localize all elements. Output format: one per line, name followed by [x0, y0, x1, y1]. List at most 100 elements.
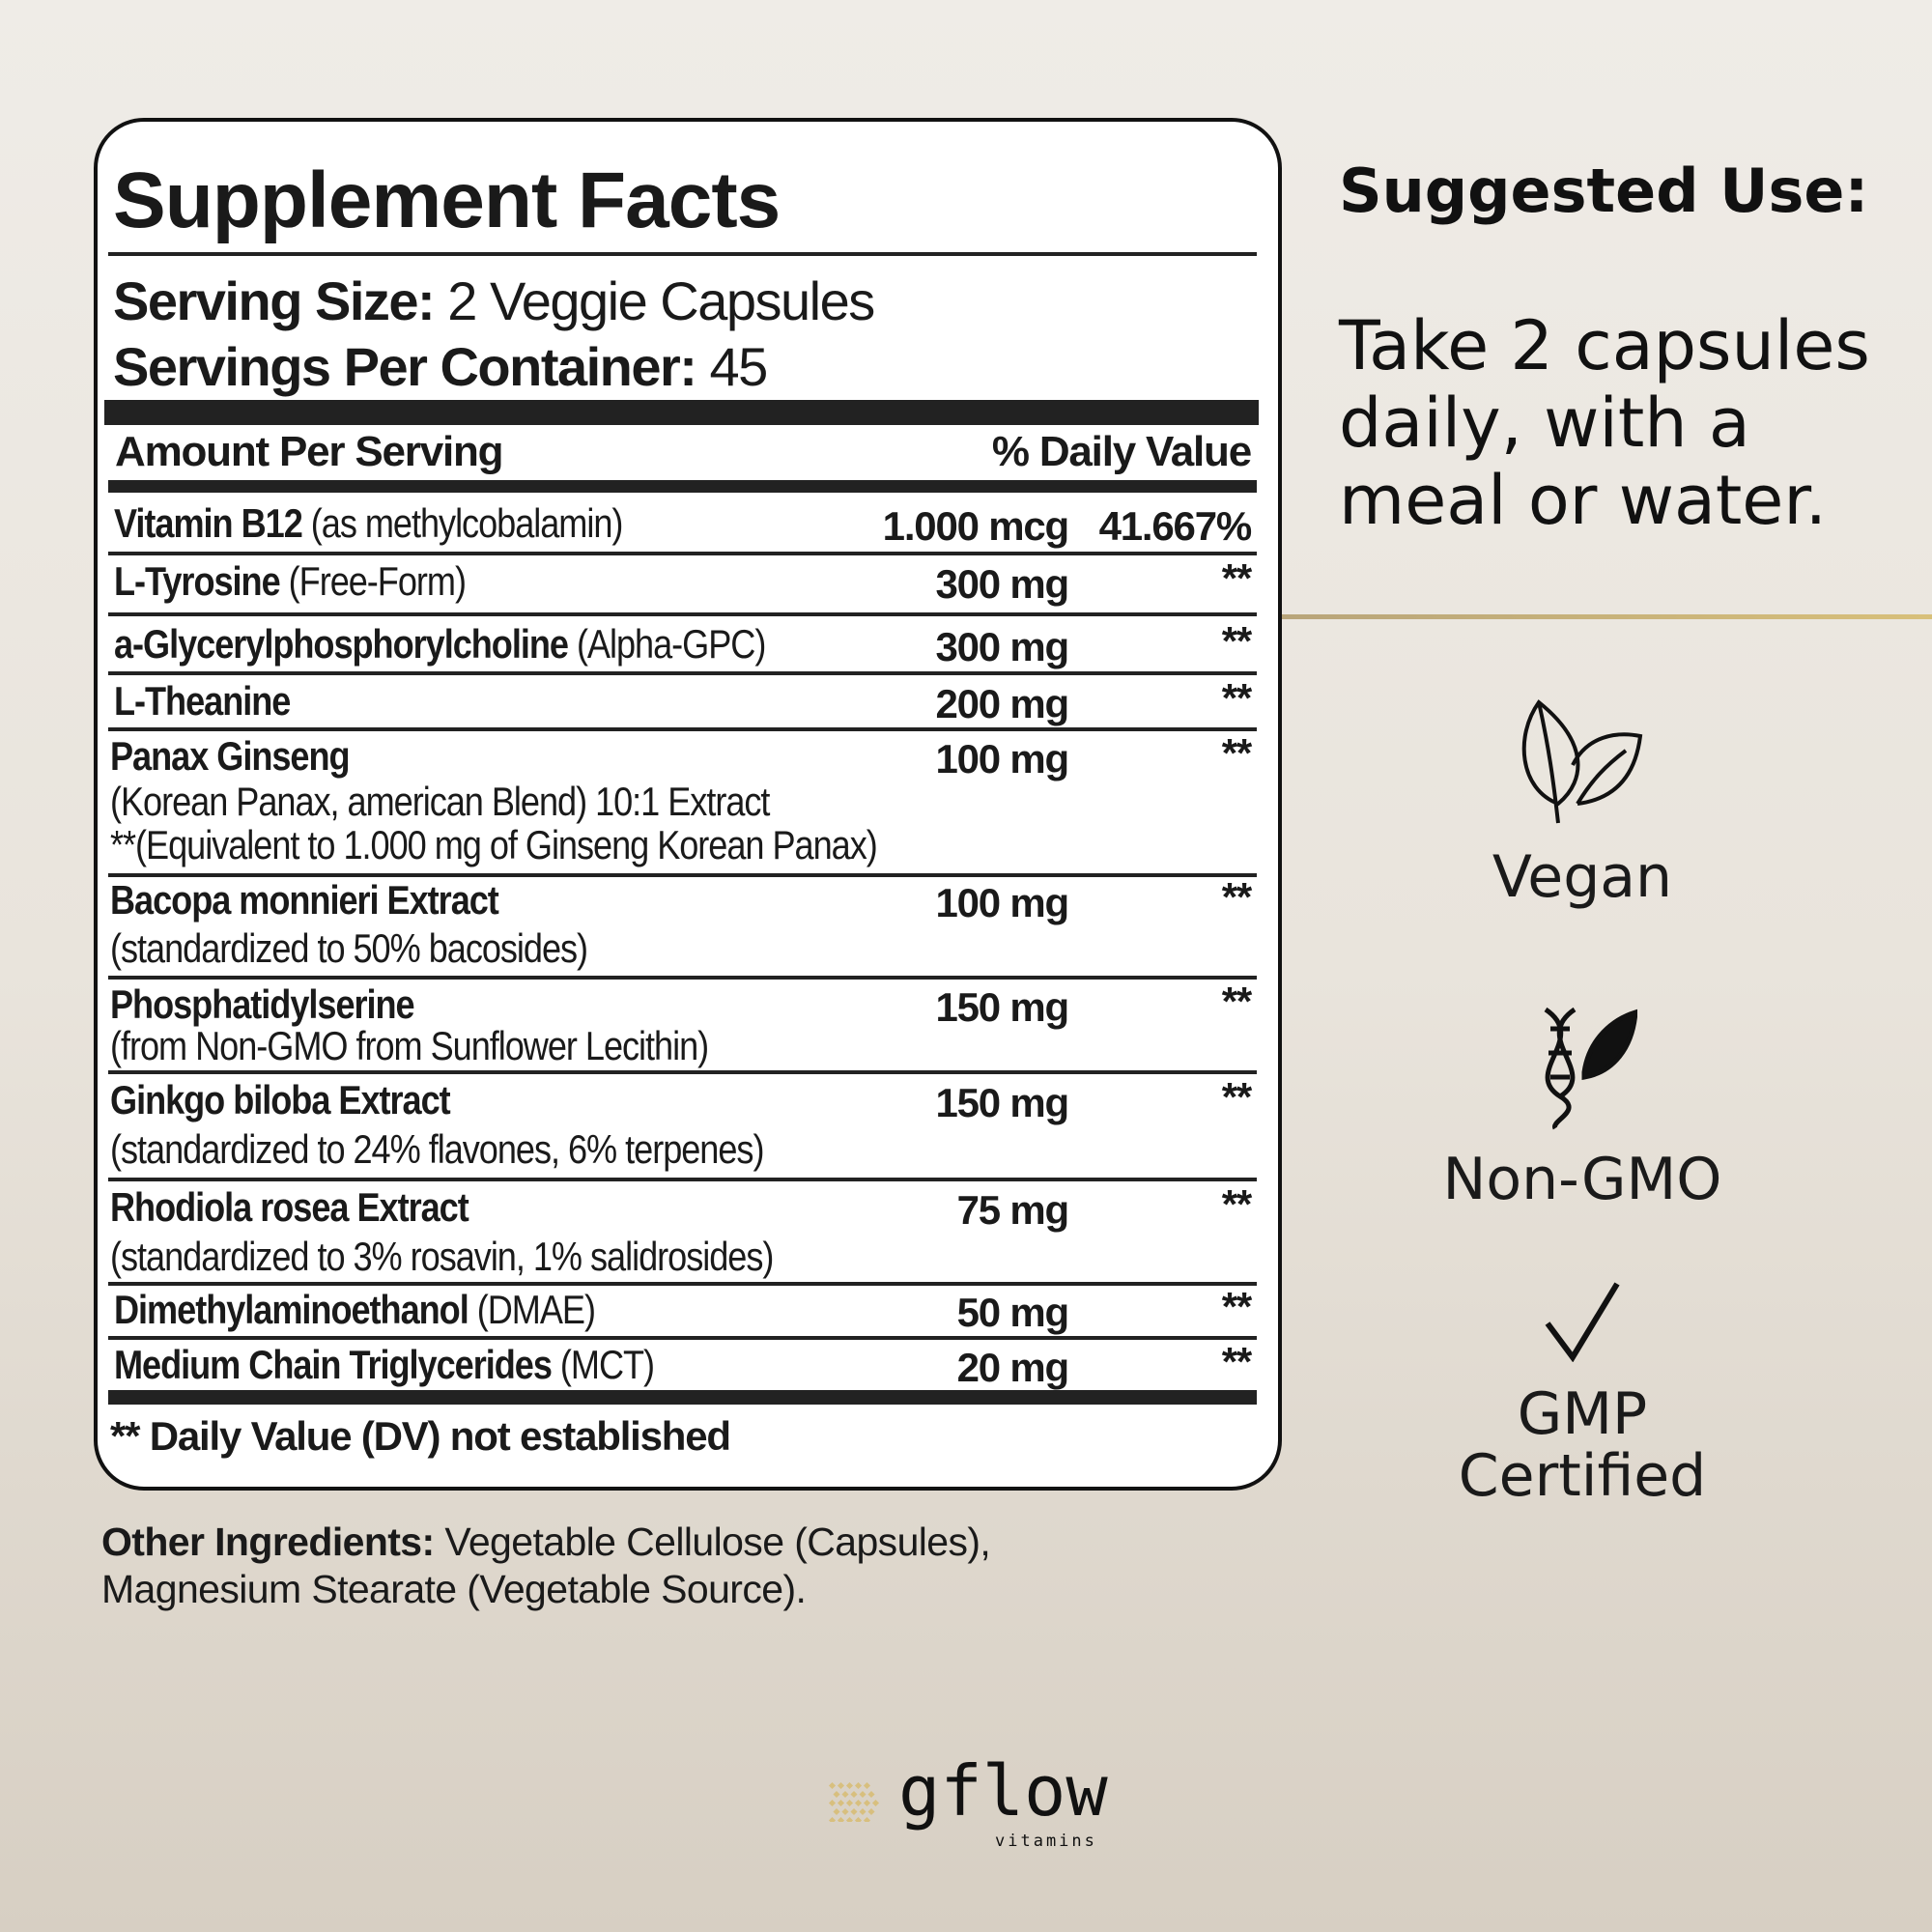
brand-arrow-icon — [828, 1781, 880, 1822]
ingredient-dv: ** — [1221, 979, 1253, 1024]
serving-size-label: Serving Size: — [113, 270, 436, 331]
ingredient-detail: (as methylcobalamin) — [310, 500, 624, 546]
brand-dot — [867, 1790, 875, 1799]
brand-dot — [850, 1807, 858, 1816]
ingredient-name: Rhodiola rosea Extract — [110, 1184, 469, 1230]
dna-leaf-icon — [1544, 1007, 1637, 1130]
divider — [108, 480, 1257, 493]
ingredient-amount: 50 mg — [956, 1290, 1070, 1335]
brand-dot — [833, 1790, 840, 1799]
brand-dot — [863, 1781, 871, 1790]
brand-dot — [828, 1816, 837, 1822]
brand-dot — [837, 1781, 845, 1790]
ingredient-name: L-Tyrosine (Free-Form) — [114, 557, 467, 606]
ingredient-detail: **(Equivalent to 1.000 mg of Ginseng Kor… — [110, 822, 878, 867]
brand-dot — [854, 1781, 863, 1790]
ingredient-amount: 75 mg — [956, 1187, 1070, 1233]
ingredient-amount: 1.000 mcg — [882, 503, 1070, 549]
brand-dot — [854, 1799, 863, 1807]
row-divider — [108, 976, 1257, 980]
ingredient-name: a-Glycerylphosphorylcholine (Alpha-GPC) — [114, 620, 766, 668]
ingredient-dv: 41.667% — [1098, 503, 1253, 549]
serving-size-value: 2 Veggie Capsules — [447, 270, 875, 331]
suggested-use-line: Take 2 capsules — [1339, 306, 1870, 385]
other-ingredients-label: Other Ingredients: — [101, 1520, 435, 1564]
brand-dot — [828, 1799, 837, 1807]
ingredient-amount: 150 mg — [935, 1080, 1069, 1125]
brand-logo: gflow — [898, 1750, 1108, 1832]
row-divider — [108, 727, 1257, 731]
serving-size: Serving Size: 2 Veggie Capsules — [113, 270, 875, 331]
brand-dot — [859, 1790, 867, 1799]
ingredient-amount: 150 mg — [935, 984, 1069, 1030]
ingredient-amount: 300 mg — [935, 624, 1069, 669]
ingredient-detail: (standardized to 50% bacosides) — [110, 925, 588, 971]
brand-dot — [850, 1790, 858, 1799]
other-ingredients-line2: Magnesium Stearate (Vegetable Source). — [101, 1567, 807, 1611]
row-divider — [108, 1178, 1257, 1181]
brand-dot — [837, 1799, 845, 1807]
ingredient-name-bold: L-Theanine — [114, 678, 291, 724]
ingredient-detail: (Korean Panax, american Blend) 10:1 Extr… — [110, 779, 770, 824]
thick-divider — [108, 1390, 1257, 1405]
gmp-label: GMP — [1517, 1380, 1648, 1448]
ingredient-detail: (from Non-GMO from Sunflower Lecithin) — [110, 1023, 709, 1068]
row-divider — [108, 1282, 1257, 1286]
brand-dot — [863, 1816, 871, 1822]
ingredient-name-bold: Dimethylaminoethanol — [114, 1287, 469, 1332]
suggested-use-title: Suggested Use: — [1339, 156, 1869, 226]
ingredient-name: Panax Ginseng — [110, 733, 351, 779]
non-gmo-label: Non-GMO — [1442, 1146, 1722, 1213]
brand-dot — [845, 1781, 854, 1790]
row-divider — [108, 1336, 1257, 1340]
brand-dot — [854, 1816, 863, 1822]
certified-label: Certified — [1458, 1442, 1707, 1510]
ingredient-dv: ** — [1221, 1284, 1253, 1329]
gold-divider — [1282, 614, 1932, 619]
brand-dot — [833, 1807, 840, 1816]
ingredient-detail: (standardized to 3% rosavin, 1% salidros… — [110, 1234, 774, 1279]
ingredient-name-bold: a-Glycerylphosphorylcholine — [114, 621, 569, 667]
ingredient-detail: (standardized to 24% flavones, 6% terpen… — [110, 1126, 764, 1172]
other-ingredients-line1: Vegetable Cellulose (Capsules), — [444, 1520, 991, 1564]
footnote: ** Daily Value (DV) not established — [110, 1413, 731, 1459]
checkmark-icon — [1545, 1282, 1620, 1362]
ingredient-name-bold: Medium Chain Triglycerides — [114, 1342, 553, 1387]
supplement-facts-panel — [94, 118, 1282, 1491]
other-ingredients: Other Ingredients: Vegetable Cellulose (… — [101, 1518, 991, 1566]
servings-value: 45 — [709, 336, 769, 397]
ingredient-name: Bacopa monnieri Extract — [110, 877, 499, 923]
ingredient-name: Ginkgo biloba Extract — [110, 1077, 451, 1122]
ingredient-amount: 20 mg — [956, 1345, 1070, 1390]
divider — [108, 252, 1257, 256]
row-divider — [108, 552, 1257, 555]
row-divider — [108, 671, 1257, 675]
ingredient-dv: ** — [1221, 1181, 1253, 1227]
ingredient-dv: ** — [1221, 874, 1253, 920]
ingredient-name: Vitamin B12 (as methylcobalamin) — [114, 499, 624, 548]
ingredient-dv: ** — [1221, 675, 1253, 721]
ingredient-amount: 200 mg — [935, 681, 1069, 726]
brand-dot — [828, 1781, 837, 1790]
brand-dot — [841, 1807, 849, 1816]
ingredient-detail: (MCT) — [559, 1342, 655, 1387]
ingredient-name: L-Theanine — [114, 677, 291, 725]
facts-title: Supplement Facts — [113, 156, 781, 244]
thick-divider — [104, 400, 1259, 425]
servings-label: Servings Per Container: — [113, 336, 697, 397]
ingredient-name-bold: Vitamin B12 — [114, 500, 303, 546]
ingredient-dv: ** — [1221, 730, 1253, 776]
ingredient-amount: 100 mg — [935, 736, 1069, 781]
ingredient-detail: (Alpha-GPC) — [576, 621, 766, 667]
ingredient-name: Phosphatidylserine — [110, 981, 415, 1027]
brand-dot — [845, 1799, 854, 1807]
ingredient-name: Dimethylaminoethanol (DMAE) — [114, 1286, 596, 1334]
ingredient-dv: ** — [1221, 1339, 1253, 1384]
ingredient-amount: 300 mg — [935, 561, 1069, 607]
leaf-icon — [1521, 699, 1643, 824]
servings-per-container: Servings Per Container: 45 — [113, 336, 769, 397]
row-divider — [108, 612, 1257, 616]
ingredient-dv: ** — [1221, 555, 1253, 601]
brand-dot — [845, 1816, 854, 1822]
amount-header: Amount Per Serving — [115, 428, 504, 475]
